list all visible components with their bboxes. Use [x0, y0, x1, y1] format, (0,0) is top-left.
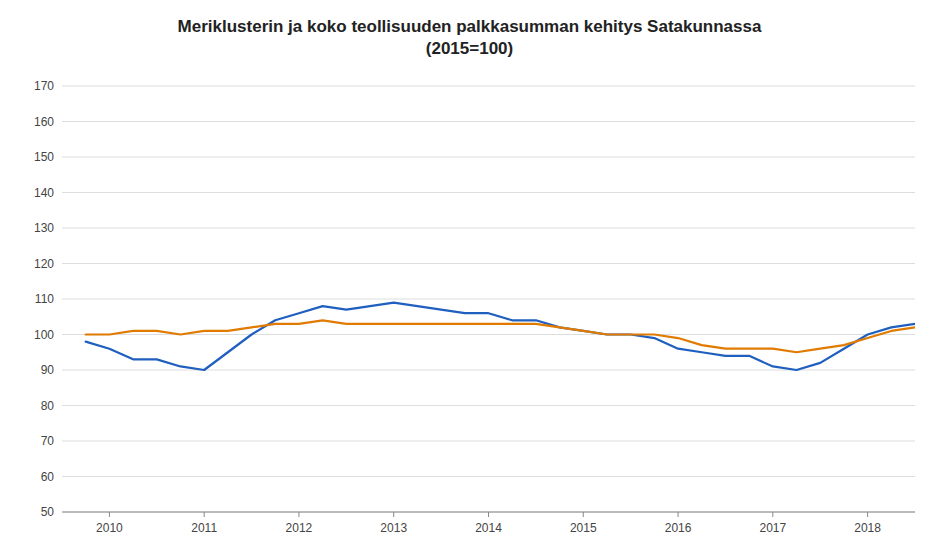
x-tick-label: 2012: [286, 521, 313, 535]
x-tick-label: 2013: [380, 521, 407, 535]
y-tick-label: 160: [34, 115, 54, 129]
x-tick-label: 2018: [854, 521, 881, 535]
grid-line: [62, 121, 915, 122]
y-tick-label: 140: [34, 186, 54, 200]
x-tick-label: 2017: [759, 521, 786, 535]
y-tick-label: 50: [41, 505, 55, 519]
grid-line: [62, 405, 915, 406]
grid-line: [62, 263, 915, 264]
x-tick: [109, 512, 110, 517]
x-tick-label: 2011: [191, 521, 217, 535]
x-tick: [393, 512, 394, 517]
grid-line: [62, 86, 915, 87]
grid-line: [62, 441, 915, 442]
x-tick-label: 2016: [665, 521, 692, 535]
y-tick-label: 170: [34, 79, 54, 93]
y-tick-label: 60: [41, 470, 55, 484]
series-line: [86, 320, 915, 352]
x-tick: [678, 512, 679, 517]
grid: [62, 86, 915, 512]
x-tick-label: 2010: [96, 521, 123, 535]
y-tick-label: 110: [35, 292, 54, 306]
x-tick: [772, 512, 773, 517]
y-tick-label: 130: [34, 221, 54, 235]
title: Meriklusterin ja koko teollisuuden palkk…: [178, 17, 762, 58]
x-tick: [488, 512, 489, 517]
grid-line: [62, 192, 915, 193]
y-tick-label: 100: [34, 328, 54, 342]
grid-line: [62, 299, 915, 300]
grid-line: [62, 157, 915, 158]
x-tick-label: 2015: [570, 521, 597, 535]
x-tick-label: 2014: [475, 521, 502, 535]
y-tick-label: 150: [34, 150, 54, 164]
grid-line: [62, 228, 915, 229]
x-tick: [204, 512, 205, 517]
y-tick-label: 90: [41, 363, 55, 377]
x-tick: [298, 512, 299, 517]
grid-line: [62, 476, 915, 477]
y-tick-label: 70: [41, 434, 55, 448]
y-tick-label: 80: [41, 399, 55, 413]
x-tick: [583, 512, 584, 517]
x-tick: [867, 512, 868, 517]
chart: Meriklusterin ja koko teollisuuden palkk…: [0, 0, 939, 558]
plot-area: [86, 303, 915, 370]
series-line: [86, 303, 915, 370]
y-tick-label: 120: [34, 257, 54, 271]
